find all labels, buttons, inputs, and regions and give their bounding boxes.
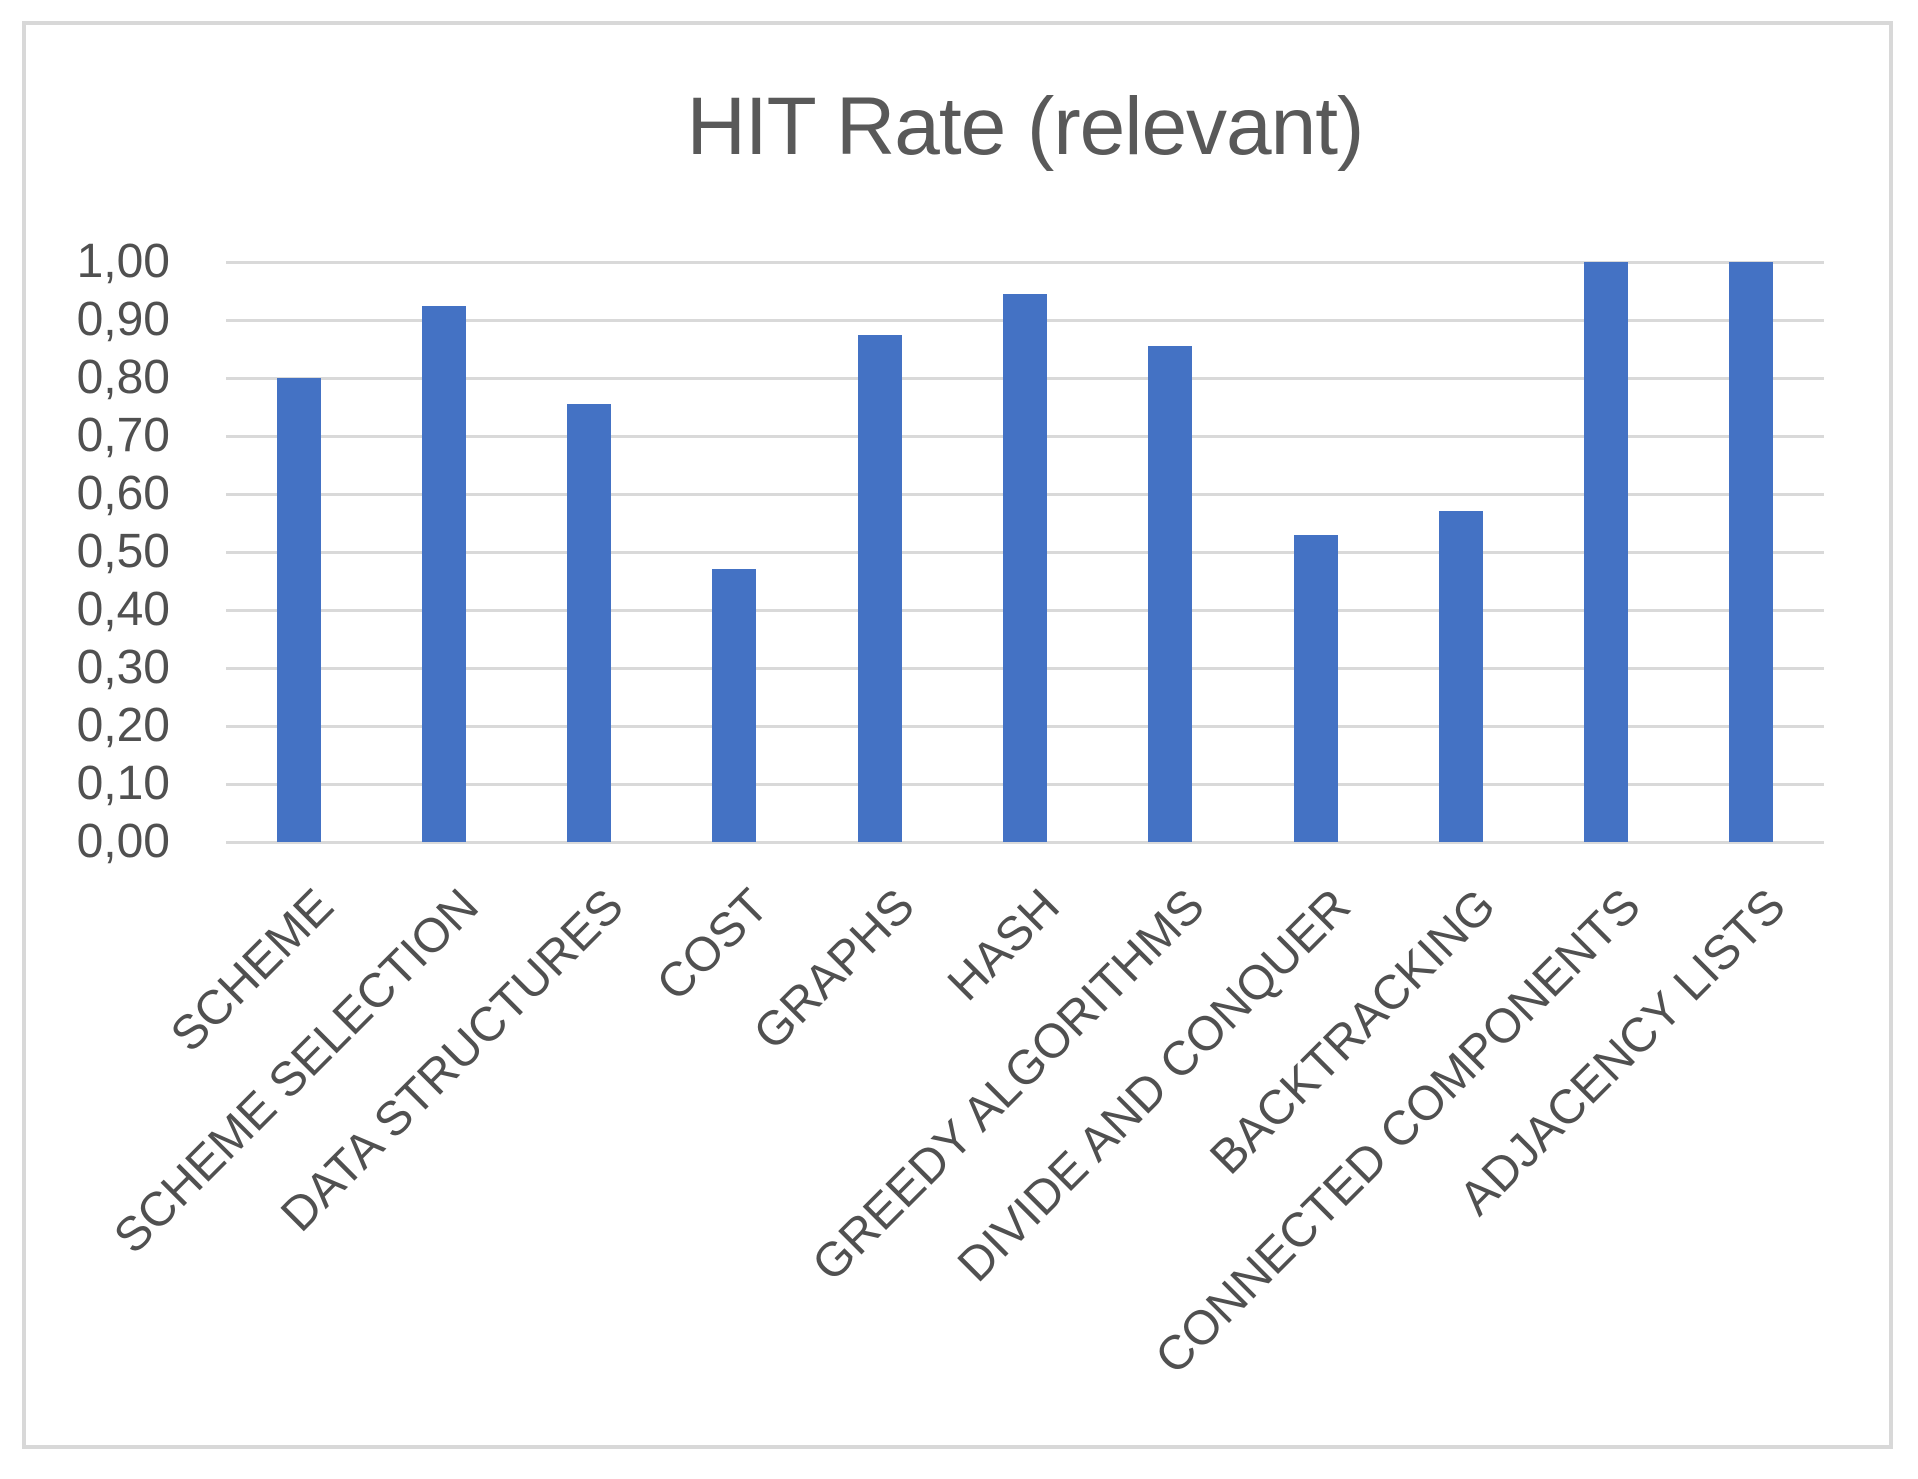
gridline (226, 840, 1824, 844)
bar (1729, 262, 1774, 842)
bar (567, 404, 612, 842)
y-tick-label: 0,70 (76, 409, 170, 462)
chart-frame (22, 21, 1893, 1449)
y-tick-label: 0,30 (76, 641, 170, 694)
y-tick-label: 0,00 (76, 815, 170, 868)
bar (276, 378, 321, 842)
gridline (226, 260, 1824, 264)
plot-area (226, 260, 1824, 844)
bar (857, 334, 902, 842)
y-tick-label: 0,10 (76, 757, 170, 810)
bar (421, 305, 466, 842)
y-tick-label: 0,40 (76, 583, 170, 636)
y-tick-label: 0,60 (76, 467, 170, 520)
y-tick-label: 0,50 (76, 525, 170, 578)
y-tick-label: 1,00 (76, 235, 170, 288)
bar (712, 569, 757, 842)
bar (1293, 534, 1338, 842)
y-tick-label: 0,20 (76, 699, 170, 752)
y-tick-label: 0,90 (76, 293, 170, 346)
bar (1148, 346, 1193, 842)
y-tick-label: 0,80 (76, 351, 170, 404)
bar (1438, 511, 1483, 842)
chart-title: HIT Rate (relevant) (686, 81, 1365, 172)
bar (1584, 262, 1629, 842)
bar (1003, 293, 1047, 842)
